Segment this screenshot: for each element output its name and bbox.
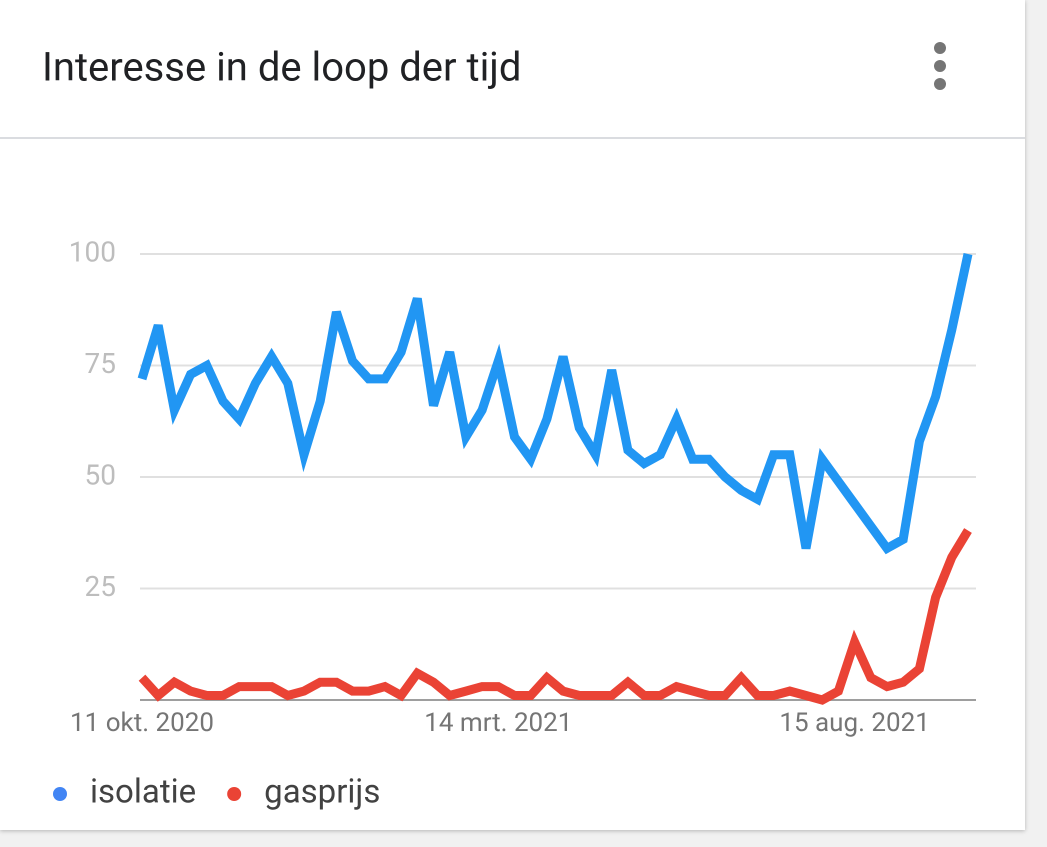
legend-label: isolatie — [90, 773, 196, 812]
x-tick-label: 11 okt. 2020 — [70, 708, 214, 738]
series-line — [137, 253, 973, 555]
legend-marker — [53, 787, 67, 801]
y-tick-label: 25 — [85, 570, 116, 603]
menu-dot — [934, 60, 946, 72]
chart-title: Interesse in de loop der tijd — [42, 44, 521, 91]
legend-label: gasprijs — [264, 773, 380, 812]
x-tick-label: 15 aug. 2021 — [779, 708, 930, 738]
menu-button[interactable] — [934, 42, 946, 90]
menu-dot — [934, 42, 946, 54]
y-tick-label: 75 — [85, 347, 116, 380]
menu-dot — [934, 78, 946, 90]
x-tick-label: 14 mrt. 2021 — [424, 708, 572, 738]
y-tick-label: 100 — [69, 235, 116, 268]
y-tick-label: 50 — [85, 458, 116, 491]
series-line — [138, 528, 972, 705]
legend-marker — [227, 787, 242, 801]
